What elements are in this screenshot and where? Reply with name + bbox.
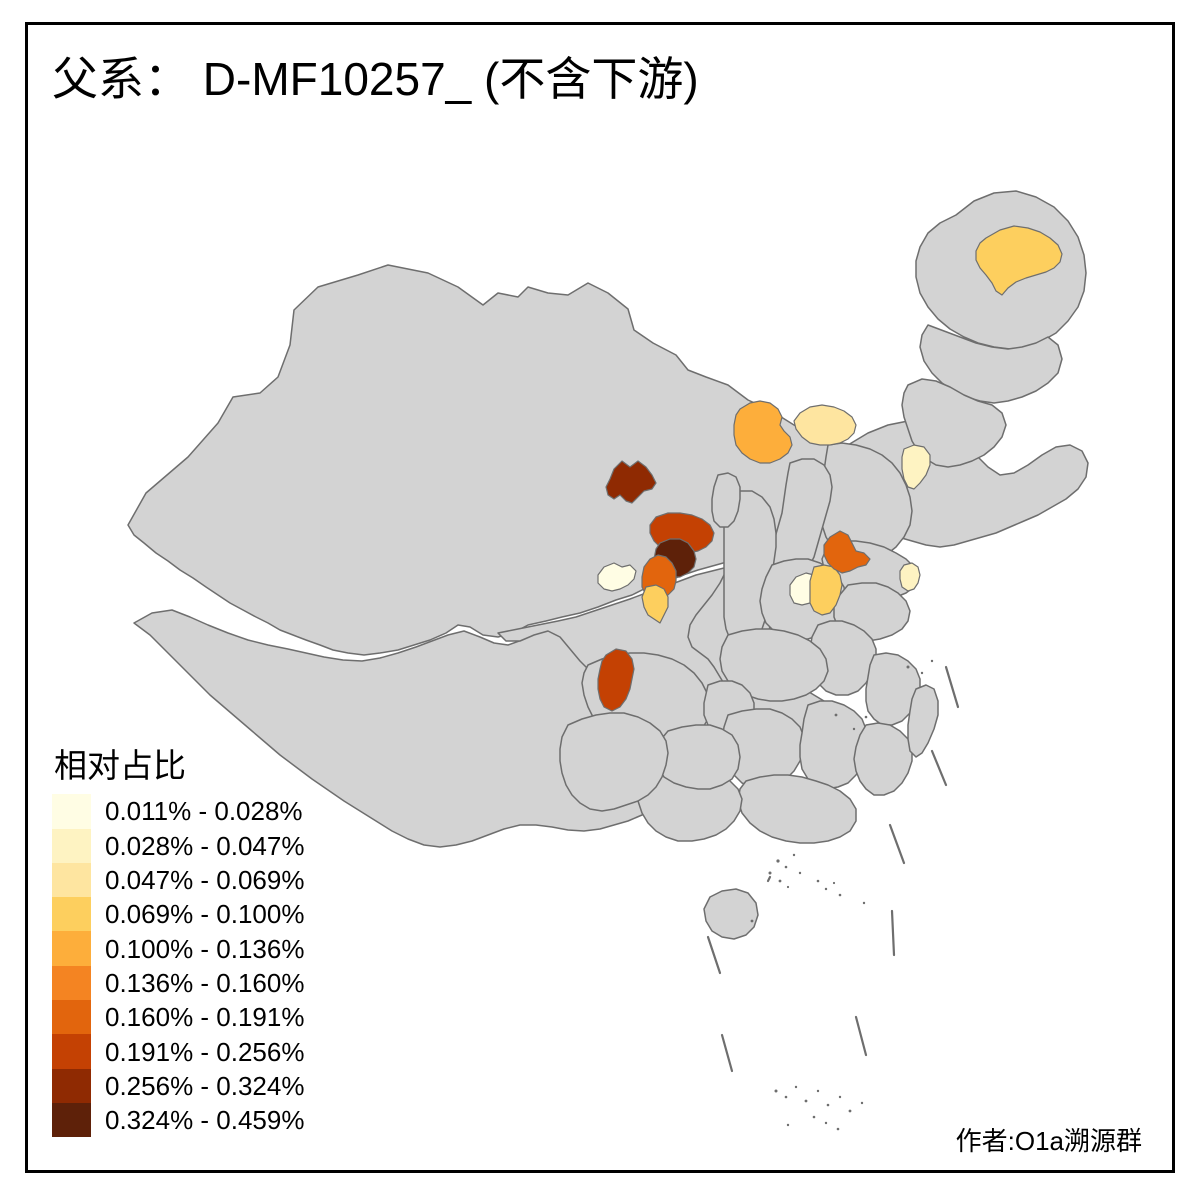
province-fujian <box>853 722 913 796</box>
legend-color-swatch <box>52 862 91 898</box>
province-zhejiang <box>865 652 921 726</box>
china-choropleth-map <box>28 25 1172 1170</box>
legend-range-label: 0.028% - 0.047% <box>105 830 305 861</box>
legend-color-swatch <box>52 828 91 863</box>
province-hainan <box>703 888 759 940</box>
province-guangdong <box>737 774 857 844</box>
region-yunnan-northeast-prefecture[interactable] <box>597 648 635 712</box>
legend-row: 0.069% - 0.100% <box>52 897 362 932</box>
page-title: 父系： D-MF10257_ (不含下游) <box>52 53 699 105</box>
region-shanxi-north-prefecture[interactable] <box>793 404 857 446</box>
legend-row: 0.028% - 0.047% <box>52 828 362 863</box>
legend-color-swatch <box>52 931 91 966</box>
province-jiangxi <box>799 700 869 790</box>
legend-row: 0.324% - 0.459% <box>52 1102 362 1138</box>
region-sichuan-south-prefecture[interactable] <box>641 584 669 624</box>
legend-color-swatch <box>52 1000 91 1035</box>
province-jilin <box>919 324 1063 404</box>
legend-color-swatch <box>52 794 91 829</box>
region-inner-mongolia-central-prefecture[interactable] <box>733 400 793 464</box>
province-hubei <box>719 628 829 702</box>
legend-range-label: 0.324% - 0.459% <box>105 1105 305 1136</box>
region-heilongjiang-west-prefecture[interactable] <box>975 225 1063 296</box>
legend-row: 0.011% - 0.028% <box>52 794 362 829</box>
legend-row: 0.191% - 0.256% <box>52 1034 362 1069</box>
legend-range-label: 0.160% - 0.191% <box>105 1002 305 1033</box>
highlight-layer <box>597 225 1063 712</box>
legend-row: 0.136% - 0.160% <box>52 965 362 1001</box>
legend-range-label: 0.011% - 0.028% <box>105 796 303 827</box>
region-jiangsu-south-prefecture[interactable] <box>899 562 921 592</box>
legend-row: 0.160% - 0.191% <box>52 1000 362 1035</box>
legend-range-label: 0.100% - 0.136% <box>105 933 305 964</box>
province-guizhou <box>655 724 741 790</box>
legend-range-label: 0.191% - 0.256% <box>105 1036 305 1067</box>
legend-range-label: 0.069% - 0.100% <box>105 899 305 930</box>
legend-range-label: 0.256% - 0.324% <box>105 1070 305 1101</box>
province-yunnan <box>559 712 669 812</box>
legend-rows: 0.011% - 0.028% 0.028% - 0.047% 0.047% - 0… <box>52 794 362 1138</box>
region-liaoning-west-prefecture[interactable] <box>901 444 931 490</box>
legend-range-label: 0.047% - 0.069% <box>105 865 305 896</box>
region-sichuan-west-prefecture[interactable] <box>597 562 637 592</box>
south-china-sea-islands <box>750 659 934 1131</box>
legend-row: 0.100% - 0.136% <box>52 931 362 966</box>
legend-color-swatch <box>52 1034 91 1069</box>
nine-dash-line <box>706 665 960 1073</box>
province-liaoning <box>901 378 1007 468</box>
province-ningxia <box>711 472 741 528</box>
region-gansu-south-prefecture[interactable] <box>605 460 657 504</box>
region-henan-south-prefecture[interactable] <box>823 530 871 574</box>
legend-color-swatch <box>52 1068 91 1103</box>
map-svg <box>127 190 1089 1131</box>
legend-range-label: 0.136% - 0.160% <box>105 967 305 998</box>
legend-title: 相对占比 <box>54 747 186 784</box>
legend-color-swatch <box>52 1102 91 1138</box>
legend: 相对占比 0.011% - 0.028% 0.028% - 0.047% 0.047… <box>52 747 362 1138</box>
legend-color-swatch <box>52 965 91 1001</box>
legend-row: 0.256% - 0.324% <box>52 1068 362 1103</box>
legend-color-swatch <box>52 897 91 932</box>
legend-row: 0.047% - 0.069% <box>52 862 362 898</box>
province-taiwan <box>907 684 939 758</box>
credit-text: 作者:O1a溯源群 <box>955 1126 1142 1156</box>
